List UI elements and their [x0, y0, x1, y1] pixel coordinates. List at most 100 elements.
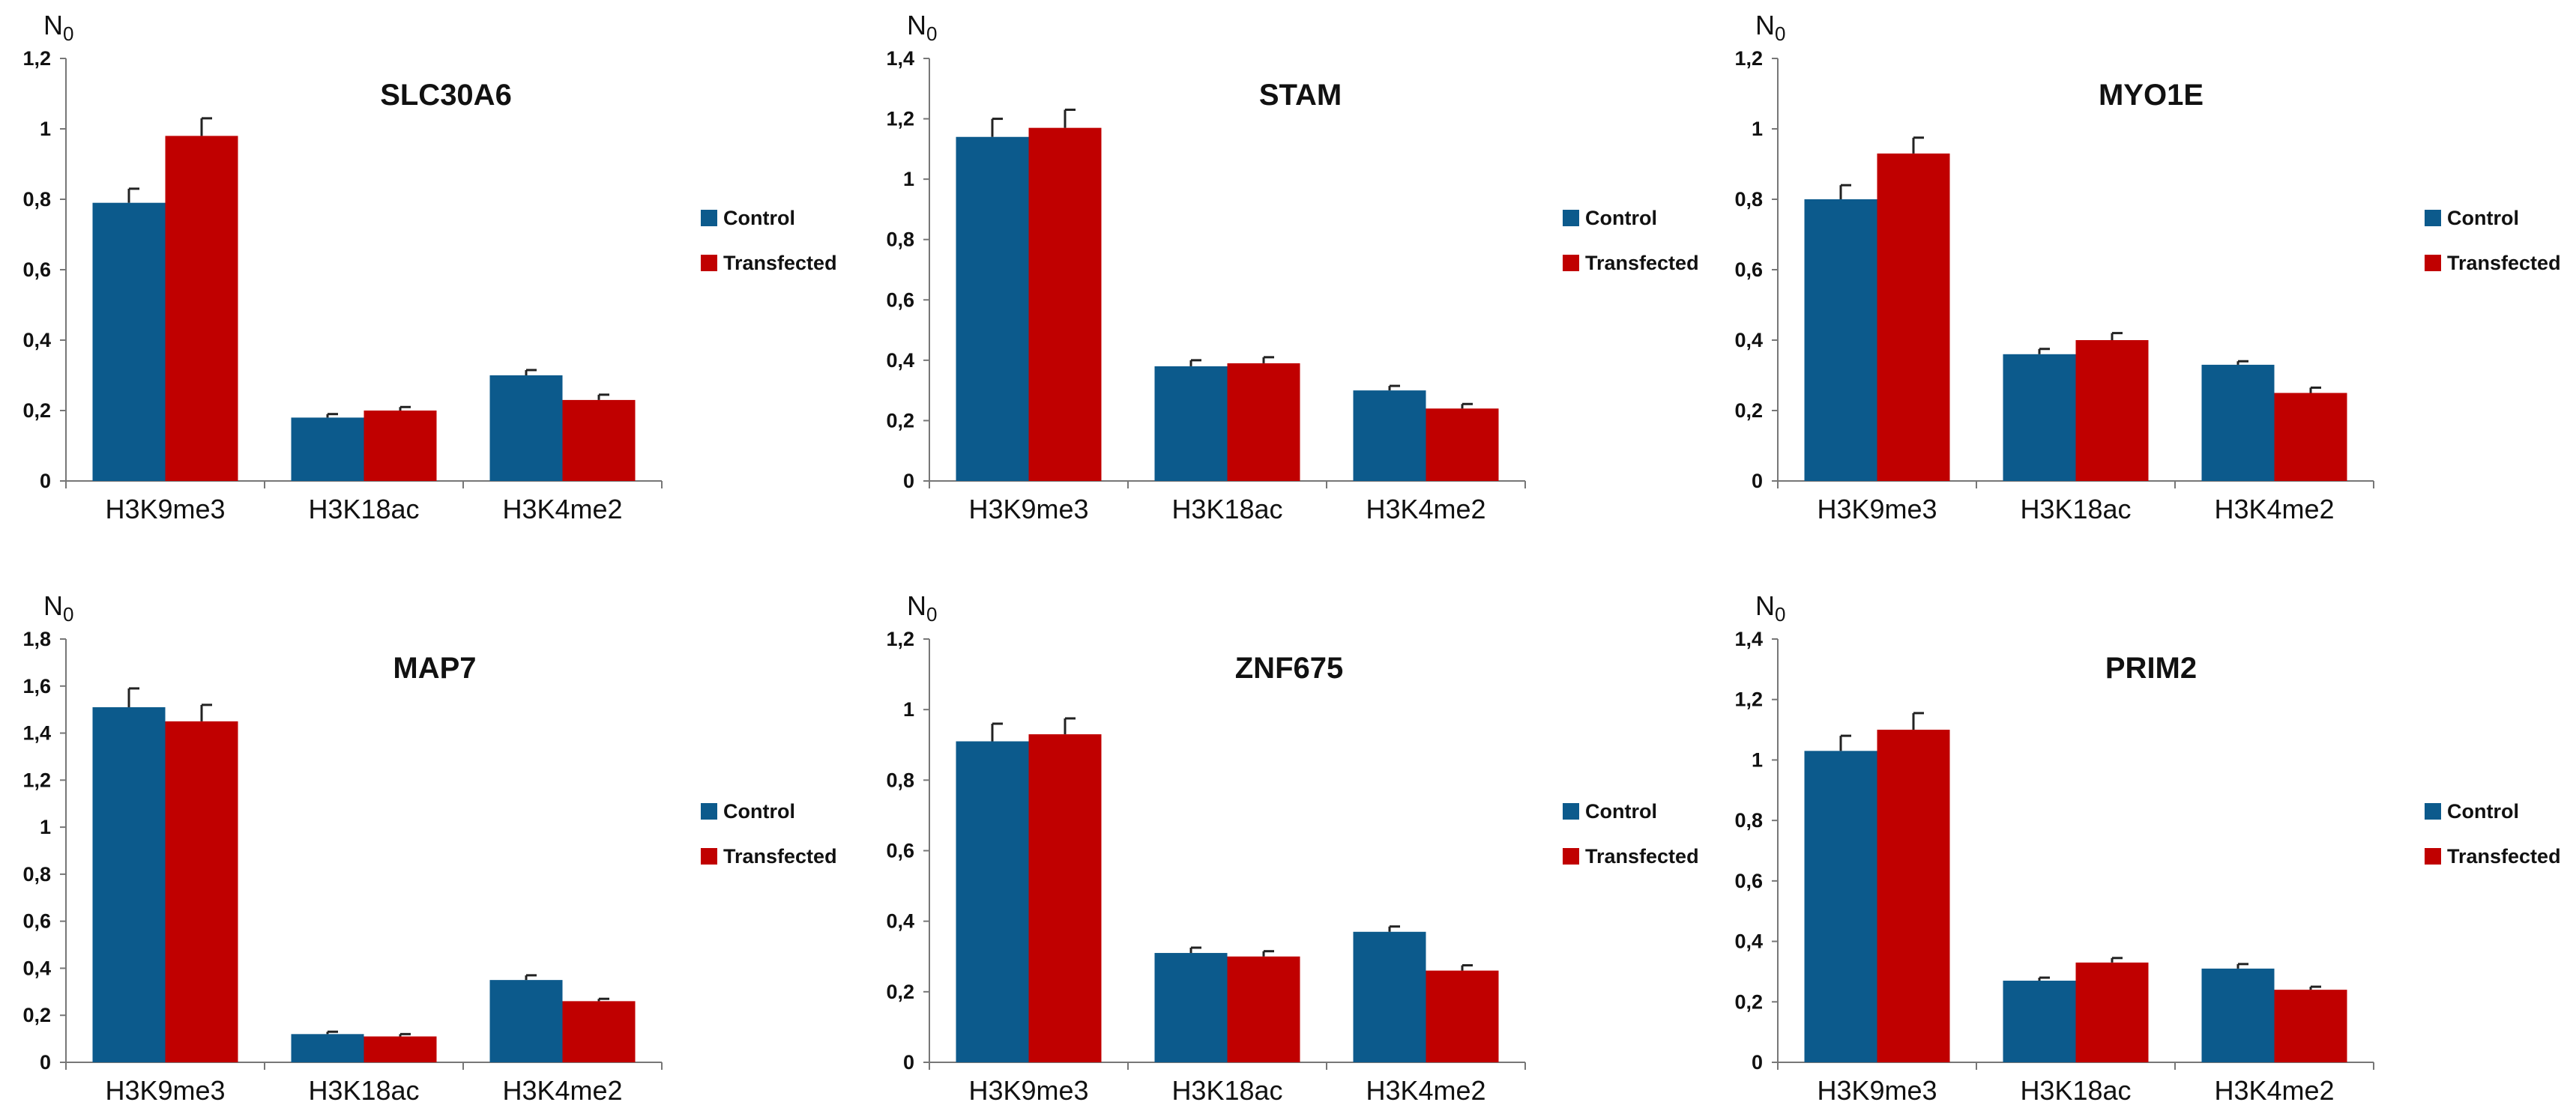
- y-tick-label: 0,6: [886, 840, 914, 862]
- chart-title: PRIM2: [2105, 652, 2197, 685]
- x-tick-label: H3K18ac: [1171, 1075, 1282, 1106]
- y-tick-label: 0,2: [22, 399, 51, 422]
- legend-swatch-control: [701, 210, 717, 226]
- x-tick-label: H3K4me2: [2214, 494, 2334, 524]
- bar-transfected-h3k4me2: [2274, 990, 2347, 1062]
- legend-label-transfected: Transfected: [2447, 845, 2561, 868]
- x-tick-label: H3K18ac: [2020, 1075, 2131, 1106]
- y-axis-label: N0: [907, 590, 937, 626]
- legend-label-transfected: Transfected: [1585, 845, 1699, 868]
- y-tick-label: 0,8: [1734, 188, 1763, 211]
- y-tick-label: 0,8: [22, 863, 51, 886]
- legend-label-control: Control: [723, 800, 795, 823]
- y-axis-label: N0: [43, 590, 73, 626]
- y-tick-label: 1,8: [22, 628, 51, 650]
- y-tick-label: 0,8: [886, 228, 914, 251]
- legend-label-control: Control: [1585, 207, 1657, 229]
- bar-control-h3k9me3: [956, 741, 1029, 1062]
- legend-label-control: Control: [1585, 800, 1657, 823]
- legend-label-control: Control: [2447, 800, 2519, 823]
- bar-transfected-h3k18ac: [1227, 956, 1300, 1062]
- legend-swatch-control: [2425, 803, 2441, 820]
- y-tick-label: 1,2: [886, 108, 914, 130]
- bar-transfected-h3k9me3: [1028, 127, 1102, 481]
- x-tick-label: H3K4me2: [2214, 1075, 2334, 1106]
- legend: Control Transfected: [701, 207, 837, 274]
- legend-label-control: Control: [2447, 207, 2519, 229]
- y-axis-label: N0: [1755, 590, 1785, 626]
- y-tick-label: 1,6: [22, 675, 51, 697]
- legend: Control Transfected: [2425, 207, 2561, 274]
- y-tick-label: 0: [903, 1051, 914, 1074]
- x-tick-label: H3K18ac: [2020, 494, 2131, 524]
- legend-swatch-control: [1563, 210, 1579, 226]
- bar-control-h3k9me3: [956, 136, 1029, 481]
- y-tick-label: 0,6: [1734, 258, 1763, 281]
- legend-swatch-transfected: [701, 255, 717, 271]
- y-tick-label: 0,6: [22, 258, 51, 281]
- y-tick-label: 0,8: [22, 188, 51, 211]
- bar-control-h3k9me3: [92, 202, 166, 481]
- x-tick-label: H3K9me3: [1817, 1075, 1937, 1106]
- chart-title: MAP7: [393, 652, 476, 685]
- y-tick-label: 0,2: [1734, 990, 1763, 1013]
- legend: Control Transfected: [701, 800, 837, 868]
- bar-control-h3k4me2: [1353, 931, 1426, 1062]
- bar-control-h3k9me3: [1804, 199, 1877, 481]
- bar-transfected-h3k9me3: [165, 136, 238, 481]
- y-tick-label: 1,2: [1734, 688, 1763, 711]
- legend-label-transfected: Transfected: [723, 845, 837, 868]
- chart-panel-slc30a6: 0 0,2 0,4 0,6 0,8 1 1,2 H3K9me3 H3K18ac H3K4me2 N0…: [22, 10, 836, 524]
- bar-control-h3k18ac: [2003, 981, 2076, 1062]
- x-tick-label: H3K4me2: [1366, 494, 1485, 524]
- x-tick-label: H3K4me2: [502, 494, 622, 524]
- bar-transfected-h3k4me2: [2274, 393, 2347, 481]
- y-tick-label: 0,8: [886, 769, 914, 791]
- bar-transfected-h3k4me2: [562, 1001, 636, 1062]
- legend-swatch-transfected: [1563, 255, 1579, 271]
- legend-swatch-control: [1563, 803, 1579, 820]
- y-tick-label: 1: [40, 118, 51, 140]
- y-tick-label: 0: [40, 1051, 51, 1074]
- y-tick-label: 1,2: [22, 47, 51, 70]
- bar-control-h3k9me3: [92, 707, 166, 1062]
- bar-transfected-h3k9me3: [1877, 730, 1950, 1062]
- legend-swatch-control: [2425, 210, 2441, 226]
- bar-control-h3k18ac: [291, 1034, 364, 1062]
- y-tick-label: 1: [1752, 748, 1763, 771]
- legend: Control Transfected: [1563, 800, 1699, 868]
- chart-title: SLC30A6: [380, 79, 512, 112]
- y-tick-label: 0,4: [22, 329, 51, 351]
- legend-swatch-transfected: [2425, 255, 2441, 271]
- y-tick-label: 0,6: [22, 910, 51, 933]
- bar-control-h3k4me2: [1353, 390, 1426, 481]
- x-tick-label: H3K9me3: [105, 494, 225, 524]
- y-tick-label: 0: [903, 470, 914, 492]
- bar-transfected-h3k9me3: [165, 721, 238, 1062]
- y-tick-label: 0,4: [22, 957, 51, 979]
- x-tick-label: H3K18ac: [308, 1075, 419, 1106]
- y-tick-label: 0,2: [22, 1004, 51, 1026]
- bar-control-h3k18ac: [291, 417, 364, 481]
- bar-transfected-h3k18ac: [2075, 962, 2149, 1062]
- x-tick-label: H3K18ac: [308, 494, 419, 524]
- bar-transfected-h3k4me2: [1426, 970, 1499, 1062]
- y-tick-label: 0: [1752, 470, 1763, 492]
- y-tick-label: 1,4: [22, 722, 51, 745]
- bar-control-h3k18ac: [1154, 953, 1228, 1062]
- x-tick-label: H3K9me3: [1817, 494, 1937, 524]
- y-tick-label: 0,2: [886, 981, 914, 1003]
- y-tick-label: 0,6: [1734, 870, 1763, 892]
- bar-control-h3k4me2: [489, 980, 563, 1062]
- y-tick-label: 0,6: [886, 288, 914, 311]
- y-axis-label: N0: [1755, 10, 1785, 45]
- legend-label-transfected: Transfected: [723, 252, 837, 274]
- legend-label-transfected: Transfected: [1585, 252, 1699, 274]
- bar-control-h3k4me2: [489, 375, 563, 481]
- bar-control-h3k4me2: [2201, 364, 2275, 481]
- x-tick-label: H3K18ac: [1171, 494, 1282, 524]
- legend: Control Transfected: [1563, 207, 1699, 274]
- bar-transfected-h3k18ac: [364, 1036, 437, 1062]
- y-tick-label: 1,2: [1734, 47, 1763, 70]
